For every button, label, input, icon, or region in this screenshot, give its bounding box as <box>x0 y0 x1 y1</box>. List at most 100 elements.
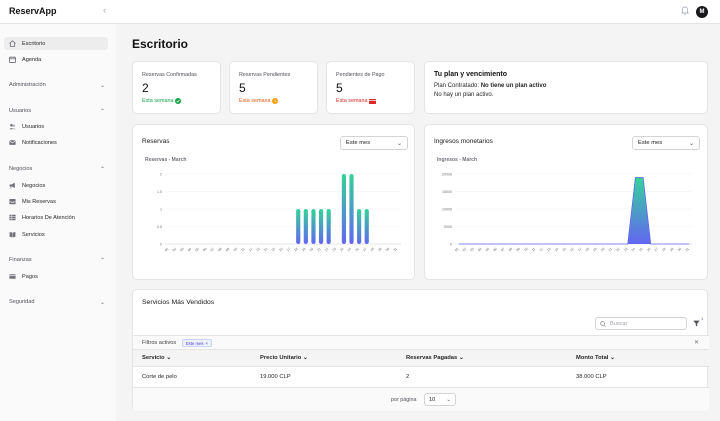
y-tick-label: 0.5 <box>157 225 162 229</box>
y-tick-label: 1 <box>160 208 162 212</box>
y-tick-label: 0 <box>160 243 162 247</box>
book-icon <box>9 232 16 238</box>
plan-card: Tu plan y vencimiento Plan Contratado: N… <box>424 61 708 114</box>
x-tick-label: 24 <box>339 247 345 253</box>
sidebar-item-label: Mis Reservas <box>22 198 56 205</box>
column-header-servicio[interactable]: Servicio ⌄ <box>142 355 171 361</box>
collapse-sidebar-icon[interactable]: ‹ <box>103 5 106 15</box>
x-tick-label: 14 <box>554 247 560 253</box>
bar[interactable] <box>357 209 362 244</box>
clock-icon <box>272 98 279 104</box>
sidebar-item-negocios[interactable]: Negocios <box>4 179 108 192</box>
stat-label: Pendientes de Pago <box>336 72 385 78</box>
per-page-label: por página <box>391 397 417 403</box>
bar[interactable] <box>349 174 354 244</box>
ingresos-period-select[interactable]: Este mes ⌄ <box>632 136 700 150</box>
cell-monto: 38.000 CLP <box>576 374 607 380</box>
stat-week-label: Esta semana <box>239 98 271 104</box>
filter-chip[interactable]: Este mes × <box>182 339 212 347</box>
stat-week: Esta semana <box>142 98 182 104</box>
chart-title: Ingresos monetarios <box>434 138 493 145</box>
x-tick-label: 25 <box>347 247 353 253</box>
plan-contracted-label: Plan Contratado: <box>434 83 480 89</box>
cell-precio: 19.000 CLP <box>260 374 291 380</box>
x-tick-label: 28 <box>661 247 667 253</box>
stat-label: Reservas Pendientes <box>239 72 291 78</box>
sidebar-item-label: Negocios <box>22 182 46 189</box>
sidebar-item-label: Horarios De Atención <box>22 214 75 221</box>
chart-subtitle: Reservas - March <box>145 157 187 163</box>
column-header-reservas[interactable]: Reservas Pagadas ⌄ <box>406 355 464 361</box>
active-filters-row: Filtros activos Este mes × ✕ <box>133 335 709 350</box>
bar[interactable] <box>303 209 308 244</box>
chevron-down-icon: ⌄ <box>99 83 105 89</box>
y-tick-label: 5000 <box>444 225 452 229</box>
sidebar-item-escritorio[interactable]: Escritorio <box>4 37 108 50</box>
x-tick-label: 31 <box>684 247 690 253</box>
close-icon[interactable]: × <box>205 340 208 346</box>
sidebar-item-pagos[interactable]: Pagos <box>4 270 108 283</box>
users-icon <box>9 124 16 130</box>
chevron-up-icon: ⌃ <box>99 258 105 264</box>
x-tick-label: 29 <box>377 247 383 253</box>
x-tick-label: 02 <box>462 247 468 253</box>
section-administracion[interactable]: Administración ⌄ <box>9 82 105 89</box>
x-tick-label: 04 <box>477 247 483 253</box>
stat-value: 5 <box>239 81 246 95</box>
inbox-icon <box>9 199 16 205</box>
sidebar-item-horarios[interactable]: Horarios De Atención <box>4 211 108 224</box>
bar[interactable] <box>311 209 316 244</box>
per-page-select[interactable]: 10 ⌄ <box>424 393 456 406</box>
y-tick-label: 20000 <box>442 173 452 177</box>
x-tick-label: 08 <box>508 247 514 253</box>
credit-card-icon <box>9 274 16 279</box>
stat-card-pendientes: Reservas Pendientes 5 Esta semana <box>229 61 318 114</box>
section-label: Usuarios <box>9 108 32 114</box>
sidebar-item-label: Pagos <box>22 273 38 280</box>
section-finanzas[interactable]: Finanzas ⌃ <box>9 257 105 264</box>
sidebar-item-label: Usuarios <box>22 123 45 130</box>
x-tick-label: 20 <box>309 247 315 253</box>
section-label: Finanzas <box>9 257 32 263</box>
sidebar-item-usuarios[interactable]: Usuarios <box>4 120 108 133</box>
sidebar-item-agenda[interactable]: Agenda <box>4 53 108 66</box>
stat-week: Esta semana <box>239 98 279 104</box>
sidebar-item-servicios[interactable]: Servicios <box>4 228 108 241</box>
bar[interactable] <box>318 209 324 244</box>
column-header-precio[interactable]: Precio Unitario ⌄ <box>260 355 308 361</box>
section-usuarios[interactable]: Usuarios ⌃ <box>9 108 105 115</box>
x-tick-label: 17 <box>577 247 583 253</box>
credit-card-icon <box>369 98 377 104</box>
plan-contracted: Plan Contratado: No tiene un plan activo <box>434 83 546 89</box>
x-tick-label: 26 <box>354 247 360 253</box>
section-seguridad[interactable]: Seguridad ⌄ <box>9 299 105 306</box>
section-negocios[interactable]: Negocios ⌃ <box>9 166 105 173</box>
app-logo[interactable]: ReservApp <box>9 6 57 16</box>
table-row[interactable]: Corte de pelo 19.000 CLP 2 38.000 CLP <box>133 367 709 388</box>
chevron-down-icon: ⌄ <box>302 355 308 361</box>
bell-icon[interactable] <box>681 6 689 15</box>
bar[interactable] <box>364 209 369 244</box>
section-label: Seguridad <box>9 299 35 305</box>
filter-count-badge: 1 <box>701 316 704 321</box>
reservas-period-select[interactable]: Este mes ⌄ <box>340 136 408 150</box>
x-tick-label: 12 <box>538 247 544 253</box>
x-tick-label: 27 <box>654 247 660 253</box>
column-header-monto[interactable]: Monto Total ⌄ <box>576 355 615 361</box>
chevron-down-icon: ⌄ <box>458 355 464 361</box>
table-header: Servicio ⌄ Precio Unitario ⌄ Reservas Pa… <box>133 350 709 367</box>
bar[interactable] <box>341 174 346 244</box>
bar[interactable] <box>326 209 331 244</box>
bar[interactable] <box>296 209 301 244</box>
x-tick-label: 15 <box>271 247 277 253</box>
avatar[interactable]: M <box>696 6 708 18</box>
filter-icon[interactable] <box>693 320 700 327</box>
area-fill <box>458 177 690 244</box>
clear-filters-icon[interactable]: ✕ <box>694 340 700 346</box>
x-tick-label: 20 <box>600 247 606 253</box>
x-tick-label: 17 <box>286 247 292 253</box>
search-input[interactable]: Buscar <box>595 317 687 330</box>
sidebar-item-notificaciones[interactable]: Notificaciones <box>4 136 108 149</box>
sidebar-item-mis-reservas[interactable]: Mis Reservas <box>4 195 108 208</box>
select-value: Este mes <box>638 140 663 146</box>
